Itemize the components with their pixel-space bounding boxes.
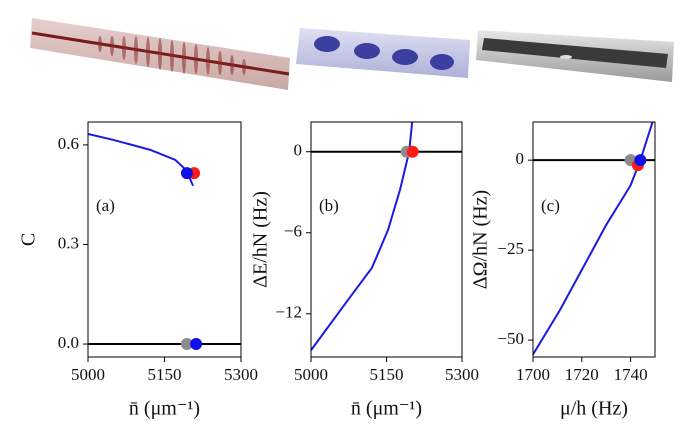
y-tick-label: 0 bbox=[516, 149, 525, 168]
y-axis-label: C bbox=[18, 233, 40, 246]
axes-frame bbox=[87, 121, 242, 358]
illustration-bar bbox=[476, 30, 674, 82]
marker bbox=[190, 338, 203, 351]
illustration-rod bbox=[30, 18, 290, 90]
y-tick-label: −6 bbox=[284, 222, 302, 241]
y-tick-label: −12 bbox=[275, 303, 302, 322]
x-axis-label: μ/h (Hz) bbox=[560, 398, 628, 420]
y-tick-label: −25 bbox=[497, 239, 524, 258]
x-tick-label: 5000 bbox=[71, 365, 105, 384]
y-tick-label: 0 bbox=[294, 141, 303, 160]
x-tick-label: 1720 bbox=[565, 365, 599, 384]
axes-frame bbox=[532, 121, 656, 358]
illustration-slab bbox=[296, 28, 470, 78]
x-tick-label: 5150 bbox=[370, 365, 404, 384]
y-tick-label: 0.6 bbox=[58, 134, 79, 153]
panel-label: (b) bbox=[319, 196, 339, 215]
x-tick-label: 1740 bbox=[614, 365, 648, 384]
y-tick-label: 0.0 bbox=[58, 333, 79, 352]
panel-label: (c) bbox=[541, 196, 560, 215]
marker bbox=[180, 167, 193, 180]
panel-label: (a) bbox=[96, 196, 115, 215]
x-axis-label: n̄ (μm⁻¹) bbox=[129, 398, 200, 420]
marker bbox=[180, 338, 193, 351]
x-tick-label: 1700 bbox=[516, 365, 550, 384]
y-axis-label: ΔΩ/hN (Hz) bbox=[470, 190, 492, 289]
plot-area bbox=[311, 122, 462, 351]
plot-area bbox=[88, 132, 241, 346]
y-tick-label: −50 bbox=[497, 329, 524, 348]
y-tick-label: 0.3 bbox=[58, 233, 79, 252]
marker bbox=[634, 154, 647, 167]
x-tick-label: 5300 bbox=[224, 365, 258, 384]
y-axis-label: ΔE/hN (Hz) bbox=[250, 191, 272, 288]
x-tick-label: 5000 bbox=[294, 365, 328, 384]
axes-frame bbox=[310, 121, 463, 358]
curve bbox=[311, 122, 414, 351]
marker bbox=[406, 145, 419, 158]
curve bbox=[88, 132, 194, 187]
x-axis-label: n̄ (μm⁻¹) bbox=[351, 398, 422, 420]
x-tick-label: 5300 bbox=[445, 365, 479, 384]
x-tick-label: 5150 bbox=[148, 365, 182, 384]
